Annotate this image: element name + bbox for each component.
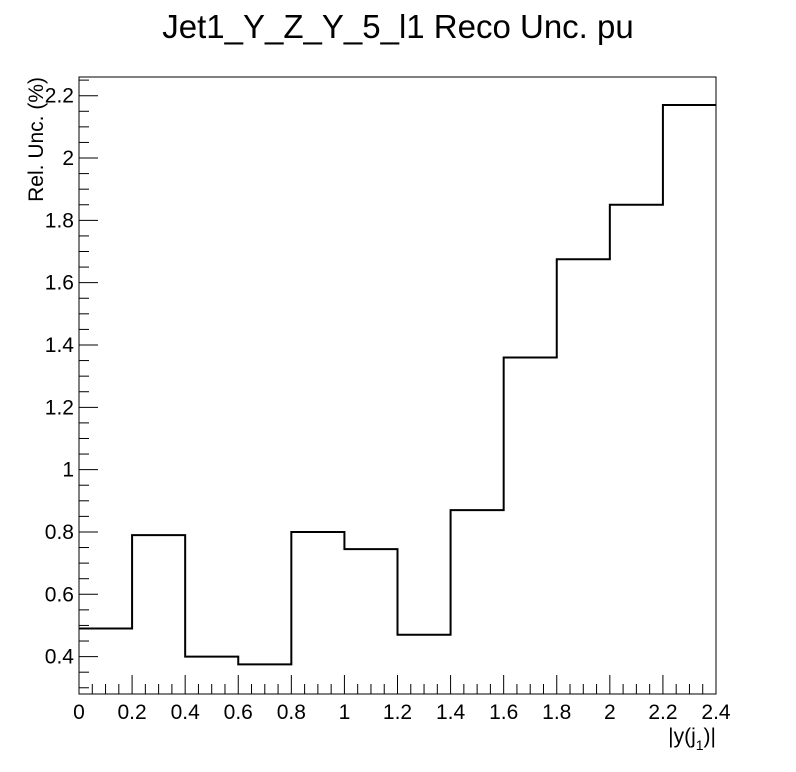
y-axis-label: Rel. Unc. (%)	[25, 77, 48, 202]
y-tick-label: 1.6	[45, 272, 74, 295]
x-tick-label: 1.8	[542, 701, 571, 724]
chart-title: Jet1_Y_Z_Y_5_l1 Reco Unc. pu	[162, 8, 633, 45]
y-tick-label: 0.6	[45, 583, 74, 606]
x-minor-ticks	[91, 684, 704, 694]
y-minor-ticks	[79, 79, 89, 689]
x-axis-label: |y(j1)|	[668, 725, 716, 753]
y-tick-label: 2	[62, 147, 74, 170]
x-tick-label: 2.2	[648, 701, 677, 724]
x-tick-label: 2	[604, 701, 616, 724]
x-tick-label: 0.2	[117, 701, 146, 724]
x-tick-label: 1.6	[489, 701, 518, 724]
y-tick-label: 2.2	[45, 85, 74, 108]
y-tick-label: 1.2	[45, 396, 74, 419]
x-tick-label: 1	[339, 701, 351, 724]
x-tick-label: 0.4	[171, 701, 201, 724]
y-tick-label: 1.8	[45, 209, 74, 232]
series-line	[79, 104, 716, 666]
x-axis-ticks: 0 0.2 0.4 0.6 0.8 1 1.2 1.4 1.6 1.8 2 2.2 2.4	[73, 675, 731, 724]
y-tick-label: 1	[62, 459, 74, 482]
x-tick-label: 2.4	[701, 701, 731, 724]
x-tick-label: 0.6	[224, 701, 253, 724]
y-tick-label: 0.4	[45, 646, 75, 669]
x-tick-label: 1.2	[383, 701, 412, 724]
y-tick-label: 1.4	[45, 334, 75, 357]
x-tick-label: 1.4	[436, 701, 466, 724]
x-tick-label: 0	[73, 701, 85, 724]
x-tick-label: 0.8	[277, 701, 306, 724]
y-axis-ticks: 0.4 0.6 0.8 1 1.2 1.4 1.6 1.8 2 2.2	[45, 85, 98, 669]
y-tick-label: 0.8	[45, 521, 74, 544]
